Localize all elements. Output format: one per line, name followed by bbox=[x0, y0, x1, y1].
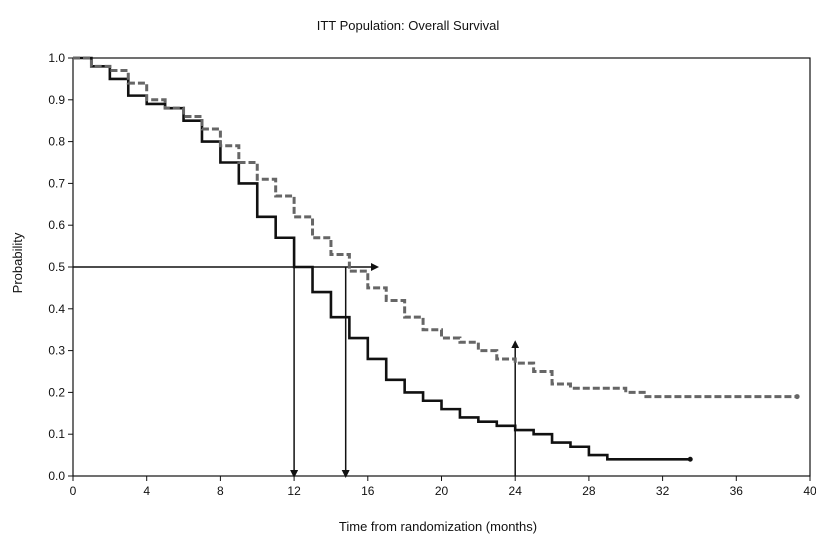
y-axis-label: Probability bbox=[10, 232, 25, 293]
x-tick-label: 16 bbox=[361, 484, 375, 498]
survival-curve-solid bbox=[73, 56, 691, 461]
y-tick-label: 1.0 bbox=[48, 51, 65, 65]
x-tick-label: 8 bbox=[217, 484, 224, 498]
x-tick-label: 0 bbox=[70, 484, 77, 498]
y-tick-label: 0.2 bbox=[48, 385, 65, 399]
x-tick-label: 4 bbox=[143, 484, 150, 498]
y-tick-label: 0.6 bbox=[48, 218, 65, 232]
chart-title: ITT Population: Overall Survival bbox=[317, 18, 500, 33]
y-tick-label: 0.5 bbox=[48, 260, 65, 274]
axis-ticks: 0 4 8 12 16 20 24 28 32 36 40 0.0 0.1 0.2 0.3 0.4 0.5 0.6… bbox=[48, 51, 816, 498]
survival-curve-dashed bbox=[73, 56, 798, 399]
y-tick-label: 0.3 bbox=[48, 344, 65, 358]
y-tick-label: 0.4 bbox=[48, 302, 65, 316]
censor-marker bbox=[794, 394, 800, 400]
x-tick-label: 28 bbox=[582, 484, 596, 498]
x-tick-label: 36 bbox=[730, 484, 744, 498]
censor-marker bbox=[687, 456, 693, 462]
y-tick-label: 0.9 bbox=[48, 93, 65, 107]
y-tick-label: 0.7 bbox=[48, 176, 65, 190]
x-tick-label: 40 bbox=[803, 484, 816, 498]
x-tick-label: 24 bbox=[509, 484, 523, 498]
x-tick-label: 32 bbox=[656, 484, 670, 498]
y-tick-label: 0.8 bbox=[48, 135, 65, 149]
survival-curves bbox=[73, 56, 800, 462]
x-tick-label: 20 bbox=[435, 484, 449, 498]
y-tick-label: 0.1 bbox=[48, 427, 65, 441]
x-axis-label: Time from randomization (months) bbox=[339, 519, 537, 534]
x-tick-label: 12 bbox=[287, 484, 301, 498]
y-tick-label: 0.0 bbox=[48, 469, 65, 483]
reference-lines bbox=[73, 263, 520, 478]
